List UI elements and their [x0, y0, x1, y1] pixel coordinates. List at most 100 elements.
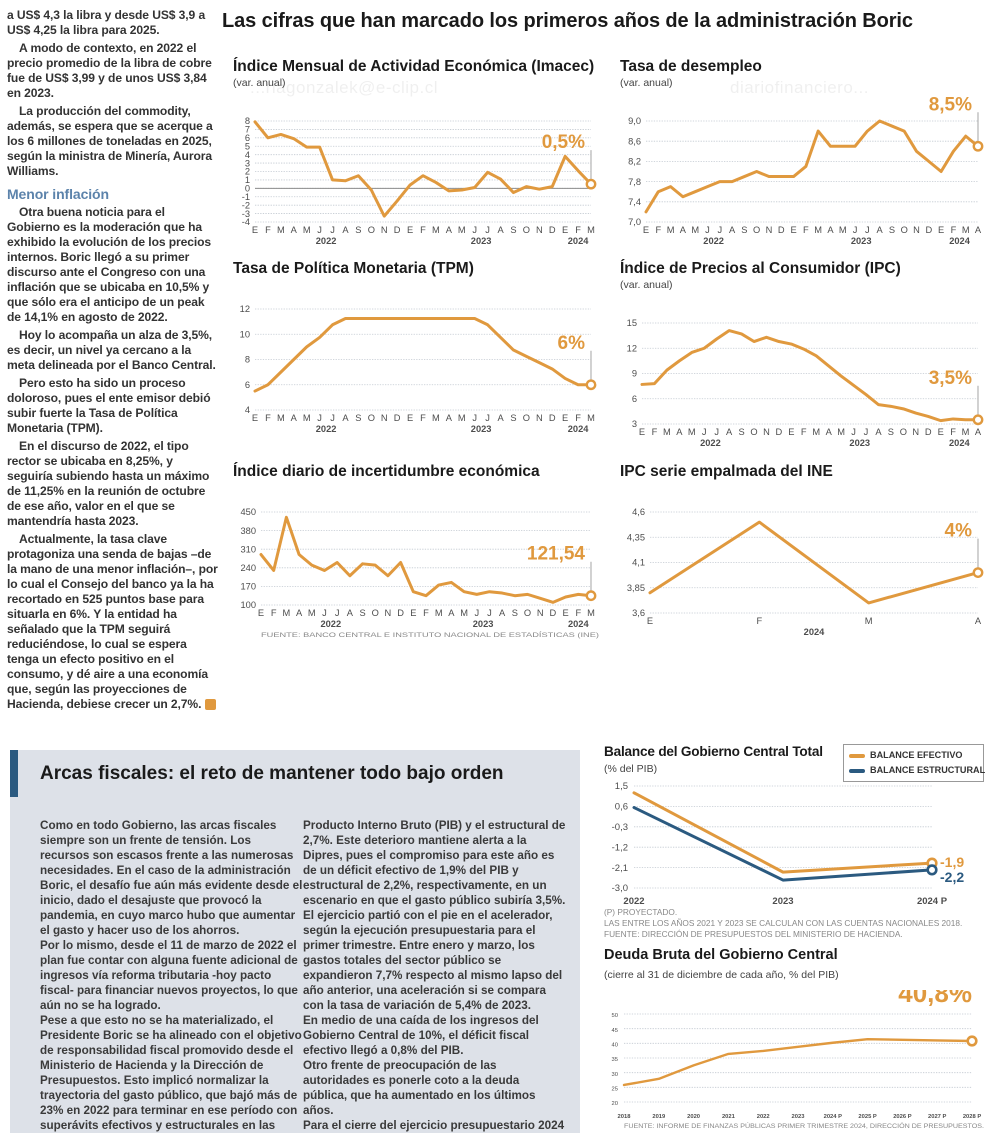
- svg-text:-1,9: -1,9: [940, 854, 964, 870]
- svg-text:N: N: [536, 413, 543, 423]
- svg-text:50: 50: [612, 1013, 618, 1019]
- svg-text:F: F: [575, 608, 581, 618]
- svg-text:F: F: [801, 427, 807, 437]
- svg-text:4%: 4%: [945, 521, 973, 542]
- svg-text:A: A: [291, 225, 298, 235]
- svg-text:A: A: [446, 225, 453, 235]
- svg-text:S: S: [510, 225, 516, 235]
- svg-text:M: M: [691, 225, 699, 235]
- svg-text:2028 P: 2028 P: [963, 1114, 982, 1120]
- svg-text:2023: 2023: [471, 424, 492, 434]
- svg-text:E: E: [938, 225, 944, 235]
- svg-text:E: E: [252, 413, 258, 423]
- svg-text:F: F: [756, 616, 762, 626]
- svg-text:8: 8: [245, 116, 250, 126]
- svg-text:FUENTE: BANCO CENTRAL E INSTIT: FUENTE: BANCO CENTRAL E INSTITUTO NACION…: [261, 632, 599, 639]
- svg-text:O: O: [523, 225, 530, 235]
- svg-text:M: M: [667, 225, 675, 235]
- svg-text:A: A: [975, 225, 982, 235]
- svg-text:S: S: [888, 427, 894, 437]
- svg-text:E: E: [639, 427, 645, 437]
- svg-text:M: M: [812, 427, 820, 437]
- svg-text:FUENTE: INFORME DE FINANZAS PÚ: FUENTE: INFORME DE FINANZAS PÚBLICAS PRI…: [624, 1121, 984, 1130]
- svg-text:J: J: [865, 225, 870, 235]
- svg-text:F: F: [575, 413, 581, 423]
- svg-text:9,0: 9,0: [628, 116, 641, 126]
- svg-text:7,0: 7,0: [628, 217, 641, 227]
- svg-text:M: M: [458, 413, 466, 423]
- svg-text:2024 P: 2024 P: [917, 896, 948, 906]
- svg-text:O: O: [900, 427, 907, 437]
- svg-text:M: M: [688, 427, 696, 437]
- svg-text:M: M: [587, 608, 595, 618]
- svg-text:2027 P: 2027 P: [928, 1114, 947, 1120]
- svg-text:121,54: 121,54: [527, 544, 586, 565]
- svg-text:S: S: [741, 225, 747, 235]
- svg-text:M: M: [435, 608, 443, 618]
- svg-text:M: M: [303, 225, 311, 235]
- svg-text:M: M: [814, 225, 822, 235]
- svg-text:F: F: [951, 225, 957, 235]
- svg-text:2022: 2022: [316, 236, 337, 246]
- svg-text:D: D: [549, 413, 556, 423]
- svg-text:F: F: [265, 413, 271, 423]
- svg-text:E: E: [407, 225, 413, 235]
- svg-text:E: E: [258, 608, 264, 618]
- svg-text:8,6: 8,6: [628, 136, 641, 146]
- svg-text:-2,2: -2,2: [940, 869, 964, 885]
- svg-text:170: 170: [240, 582, 256, 592]
- svg-text:12: 12: [240, 304, 250, 314]
- svg-text:A: A: [975, 427, 982, 437]
- svg-text:310: 310: [240, 544, 256, 554]
- svg-text:E: E: [563, 608, 569, 618]
- svg-text:N: N: [381, 413, 388, 423]
- svg-text:A: A: [291, 413, 298, 423]
- svg-text:E: E: [938, 427, 944, 437]
- svg-text:-1,2: -1,2: [612, 842, 628, 853]
- svg-text:A: A: [729, 225, 736, 235]
- svg-text:45: 45: [612, 1028, 618, 1034]
- svg-text:O: O: [368, 225, 375, 235]
- svg-text:450: 450: [240, 507, 256, 517]
- svg-text:1,5: 1,5: [615, 781, 628, 792]
- svg-text:O: O: [524, 608, 531, 618]
- svg-text:M: M: [277, 413, 285, 423]
- svg-text:E: E: [790, 225, 796, 235]
- svg-text:M: M: [308, 608, 316, 618]
- svg-text:6%: 6%: [558, 333, 586, 354]
- svg-text:E: E: [410, 608, 416, 618]
- svg-text:J: J: [851, 427, 856, 437]
- svg-text:A: A: [875, 427, 882, 437]
- svg-text:9: 9: [632, 369, 637, 379]
- svg-text:M: M: [865, 616, 873, 626]
- svg-text:E: E: [788, 427, 794, 437]
- svg-text:D: D: [397, 608, 404, 618]
- svg-text:M: M: [460, 608, 468, 618]
- svg-text:J: J: [485, 413, 490, 423]
- svg-text:2024: 2024: [568, 619, 590, 629]
- svg-text:M: M: [663, 427, 671, 437]
- svg-text:A: A: [877, 225, 884, 235]
- svg-text:10: 10: [240, 329, 250, 339]
- svg-text:E: E: [252, 225, 258, 235]
- svg-text:F: F: [420, 413, 426, 423]
- svg-text:M: M: [962, 427, 970, 437]
- svg-text:S: S: [355, 225, 361, 235]
- svg-text:2020: 2020: [687, 1114, 700, 1120]
- svg-text:A: A: [975, 616, 982, 626]
- svg-text:S: S: [512, 608, 518, 618]
- svg-text:A: A: [448, 608, 455, 618]
- svg-text:100: 100: [240, 600, 256, 610]
- svg-text:J: J: [485, 225, 490, 235]
- svg-text:2023: 2023: [849, 438, 870, 448]
- svg-text:M: M: [432, 413, 440, 423]
- svg-text:E: E: [562, 413, 568, 423]
- svg-text:J: J: [714, 427, 719, 437]
- svg-text:D: D: [925, 225, 932, 235]
- svg-text:A: A: [347, 608, 354, 618]
- svg-text:2022: 2022: [703, 236, 724, 246]
- svg-text:A: A: [499, 608, 506, 618]
- svg-text:M: M: [283, 608, 291, 618]
- svg-text:O: O: [368, 413, 375, 423]
- svg-text:D: D: [550, 608, 557, 618]
